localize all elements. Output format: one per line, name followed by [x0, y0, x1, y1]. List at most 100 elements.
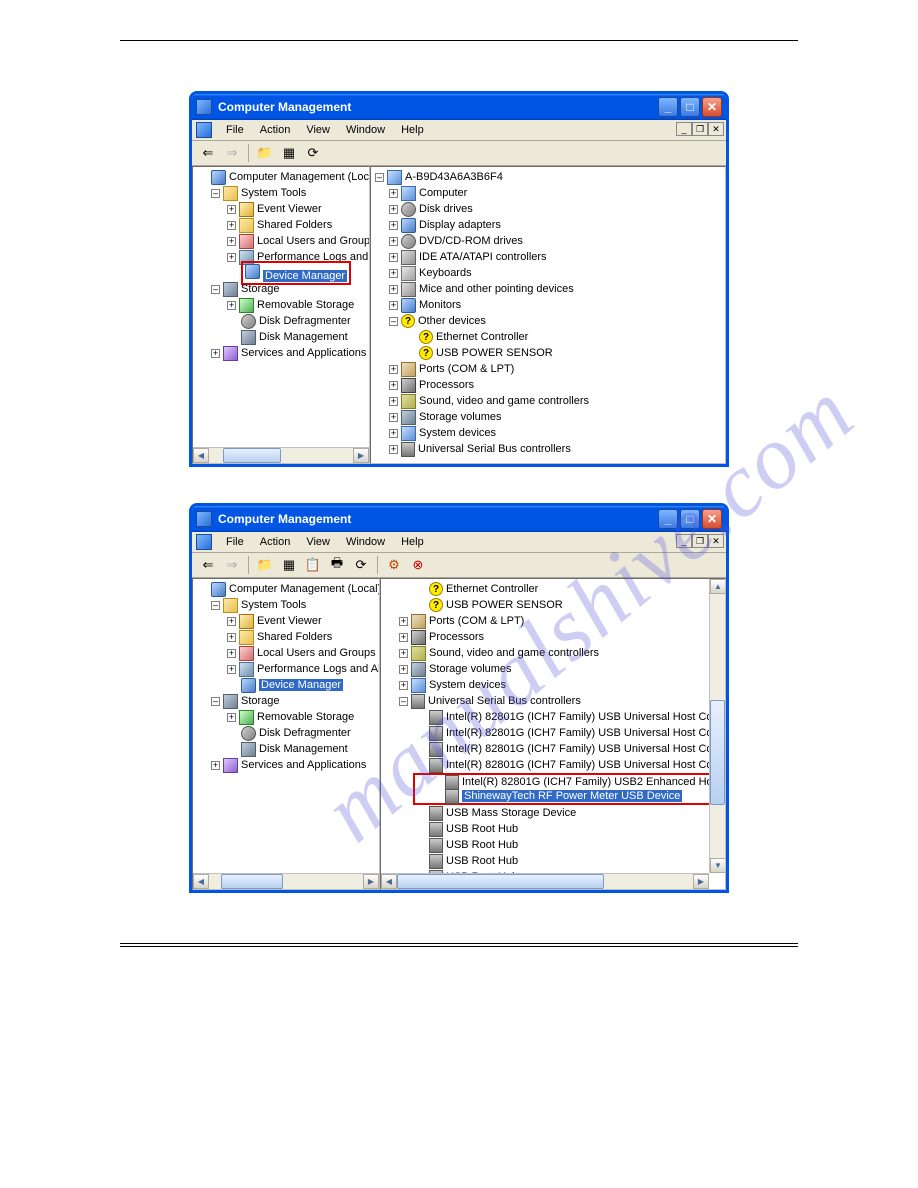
tree-item[interactable]: USB Root Hub	[383, 853, 723, 869]
tree-item[interactable]: +Event Viewer	[195, 613, 377, 629]
tree-item[interactable]: USB Mass Storage Device	[383, 805, 723, 821]
mdi-close[interactable]: ✕	[708, 534, 724, 548]
tree-item[interactable]: Device Manager	[195, 677, 377, 693]
close-button[interactable]: ✕	[702, 509, 722, 529]
tree-item[interactable]: +Processors	[383, 629, 723, 645]
tree-item[interactable]: +Sound, video and game controllers	[373, 393, 723, 409]
scroll-track[interactable]	[209, 448, 353, 463]
up-button[interactable]: 📁	[255, 555, 275, 575]
tree-item[interactable]: +Mice and other pointing devices	[373, 281, 723, 297]
tree-item[interactable]: +Local Users and Groups	[195, 233, 367, 249]
tree-item[interactable]: –Storage	[195, 693, 377, 709]
collapse-icon[interactable]: –	[399, 697, 408, 706]
left-scrollbar-h[interactable]: ◀ ▶	[193, 447, 369, 463]
tree-item[interactable]: Device Manager	[195, 265, 367, 281]
tree-item[interactable]: +Services and Applications	[195, 345, 367, 361]
scroll-left-button[interactable]: ◀	[381, 874, 397, 889]
scan-button[interactable]: ⚙	[384, 555, 404, 575]
menu-action[interactable]: Action	[252, 122, 299, 138]
left-tree-pane[interactable]: Computer Management (Local)–System Tools…	[192, 578, 380, 890]
tree-item[interactable]: +Shared Folders	[195, 217, 367, 233]
scroll-left-button[interactable]: ◀	[193, 874, 209, 889]
menu-file[interactable]: File	[218, 122, 252, 138]
left-scrollbar-h[interactable]: ◀ ▶	[193, 873, 379, 889]
collapse-icon[interactable]: –	[211, 601, 220, 610]
close-button[interactable]: ✕	[702, 97, 722, 117]
scroll-track-v[interactable]	[710, 594, 725, 858]
expand-icon[interactable]: +	[227, 713, 236, 722]
scroll-right-button[interactable]: ▶	[693, 874, 709, 889]
tree-item[interactable]: Disk Defragmenter	[195, 313, 367, 329]
menu-view[interactable]: View	[298, 534, 338, 550]
titlebar[interactable]: Computer Management _ □ ✕	[192, 506, 726, 532]
collapse-icon[interactable]: –	[375, 173, 384, 182]
tree-item[interactable]: +Processors	[373, 377, 723, 393]
expand-icon[interactable]: +	[227, 237, 236, 246]
tree-item[interactable]: +IDE ATA/ATAPI controllers	[373, 249, 723, 265]
tree-item[interactable]: Disk Management	[195, 329, 367, 345]
right-tree-pane[interactable]: –A-B9D43A6A3B6F4+Computer+Disk drives+Di…	[370, 166, 726, 464]
tree-item[interactable]: USB POWER SENSOR	[373, 345, 723, 361]
collapse-icon[interactable]: –	[389, 317, 398, 326]
minimize-button[interactable]: _	[658, 97, 678, 117]
scroll-thumb[interactable]	[397, 874, 604, 889]
tree-item[interactable]: –Universal Serial Bus controllers	[383, 693, 723, 709]
forward-button[interactable]: ⇒	[222, 555, 242, 575]
expand-icon[interactable]: +	[389, 301, 398, 310]
tree-item[interactable]: +Universal Serial Bus controllers	[373, 441, 723, 457]
properties-button[interactable]: ▦	[279, 143, 299, 163]
scroll-right-button[interactable]: ▶	[363, 874, 379, 889]
scroll-thumb[interactable]	[223, 448, 281, 463]
expand-icon[interactable]: +	[389, 189, 398, 198]
expand-icon[interactable]: +	[211, 349, 220, 358]
back-button[interactable]: ⇐	[198, 555, 218, 575]
expand-icon[interactable]: +	[399, 681, 408, 690]
tree-item[interactable]: +Storage volumes	[373, 409, 723, 425]
collapse-icon[interactable]: –	[211, 285, 220, 294]
left-tree-pane[interactable]: Computer Management (Local)–System Tools…	[192, 166, 370, 464]
expand-icon[interactable]: +	[399, 617, 408, 626]
expand-icon[interactable]: +	[227, 301, 236, 310]
tree-item[interactable]: +DVD/CD-ROM drives	[373, 233, 723, 249]
tree-item[interactable]: +Ports (COM & LPT)	[373, 361, 723, 377]
tree-item[interactable]: +Sound, video and game controllers	[383, 645, 723, 661]
tree-item[interactable]: USB POWER SENSOR	[383, 597, 723, 613]
tree-item[interactable]: +Storage volumes	[383, 661, 723, 677]
tree-item[interactable]: –System Tools	[195, 597, 377, 613]
menu-help[interactable]: Help	[393, 122, 432, 138]
scroll-track[interactable]	[397, 874, 693, 889]
right-tree-pane[interactable]: Ethernet ControllerUSB POWER SENSOR+Port…	[380, 578, 726, 890]
scroll-right-button[interactable]: ▶	[353, 448, 369, 463]
tree-item[interactable]: –System Tools	[195, 185, 367, 201]
tree-item[interactable]: +Performance Logs and Alerts	[195, 661, 377, 677]
tree-item[interactable]: USB Root Hub	[383, 837, 723, 853]
scroll-thumb[interactable]	[221, 874, 283, 889]
forward-button[interactable]: ⇒	[222, 143, 242, 163]
menu-file[interactable]: File	[218, 534, 252, 550]
menu-window[interactable]: Window	[338, 122, 393, 138]
scroll-down-button[interactable]: ▼	[710, 858, 726, 873]
expand-icon[interactable]: +	[389, 397, 398, 406]
back-button[interactable]: ⇐	[198, 143, 218, 163]
refresh-button[interactable]: ⟳	[351, 555, 371, 575]
tree-item[interactable]: Computer Management (Local)	[195, 169, 367, 185]
tree-item[interactable]: +Event Viewer	[195, 201, 367, 217]
view-button[interactable]: ▦	[279, 555, 299, 575]
tree-item[interactable]: –A-B9D43A6A3B6F4	[373, 169, 723, 185]
tree-item[interactable]: Intel(R) 82801G (ICH7 Family) USB Univer…	[383, 757, 723, 773]
collapse-icon[interactable]: –	[211, 697, 220, 706]
refresh-button[interactable]: ⟳	[303, 143, 323, 163]
scroll-up-button[interactable]: ▲	[710, 579, 726, 594]
mdi-minimize[interactable]: _	[676, 122, 692, 136]
expand-icon[interactable]: +	[227, 253, 236, 262]
expand-icon[interactable]: +	[389, 237, 398, 246]
mdi-restore[interactable]: ❐	[692, 122, 708, 136]
expand-icon[interactable]: +	[227, 205, 236, 214]
expand-icon[interactable]: +	[389, 221, 398, 230]
tree-item[interactable]: +Keyboards	[373, 265, 723, 281]
uninstall-button[interactable]: ⊗	[408, 555, 428, 575]
right-scrollbar-v[interactable]: ▲ ▼	[709, 579, 725, 873]
tree-item[interactable]: +Removable Storage	[195, 297, 367, 313]
expand-icon[interactable]: +	[399, 649, 408, 658]
menu-action[interactable]: Action	[252, 534, 299, 550]
